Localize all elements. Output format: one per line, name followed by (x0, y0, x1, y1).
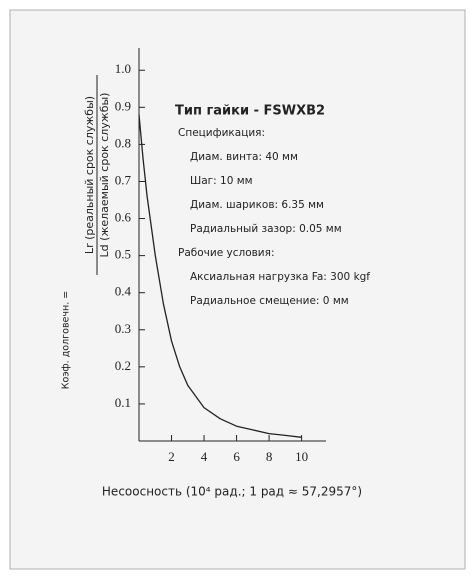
annotation: Шаг: 10 мм (190, 175, 253, 187)
data-line (138, 114, 302, 438)
annotation: Диам. шариков: 6.35 мм (190, 199, 324, 211)
y-tick-label: 0.3 (115, 321, 131, 336)
x-tick-label: 4 (201, 449, 208, 464)
x-tick-label: 6 (233, 449, 240, 464)
y-tick-label: 0.2 (115, 358, 131, 373)
y-tick-label: 0.1 (115, 395, 131, 410)
y-tick-label: 0.7 (115, 172, 132, 187)
y-axis-label-prefix: Коэф. долговечн. = (61, 291, 72, 389)
annotation-title: Тип гайки - FSWXB2 (175, 104, 325, 119)
y-tick-label: 0.6 (115, 210, 132, 225)
y-axis-label-denominator: Ld (желаемый срок службы) (98, 93, 111, 258)
annotation: Аксиальная нагрузка Fa: 300 kgf (190, 271, 370, 283)
frame (9, 9, 466, 570)
x-tick-label: 10 (295, 449, 308, 464)
annotation: Рабочие условия: (178, 247, 274, 259)
x-tick-label: 8 (266, 449, 273, 464)
y-tick-label: 0.4 (115, 284, 132, 299)
y-tick-label: 0.8 (115, 135, 131, 150)
annotation: Диам. винта: 40 мм (190, 151, 298, 163)
x-tick-label: 2 (168, 449, 175, 464)
y-tick-label: 1.0 (115, 61, 131, 76)
annotation: Спецификация: (178, 127, 265, 139)
y-axis-label-numerator: Lr (реальный срок службы) (83, 96, 96, 254)
x-axis-label: Несоосность (10⁴ рад.; 1 рад ≈ 57,2957°) (102, 485, 362, 499)
y-tick-label: 0.9 (115, 98, 131, 113)
annotation: Радиальный зазор: 0.05 мм (190, 223, 342, 235)
y-tick-label: 0.5 (115, 247, 131, 262)
annotation: Радиальное смещение: 0 мм (190, 295, 349, 307)
